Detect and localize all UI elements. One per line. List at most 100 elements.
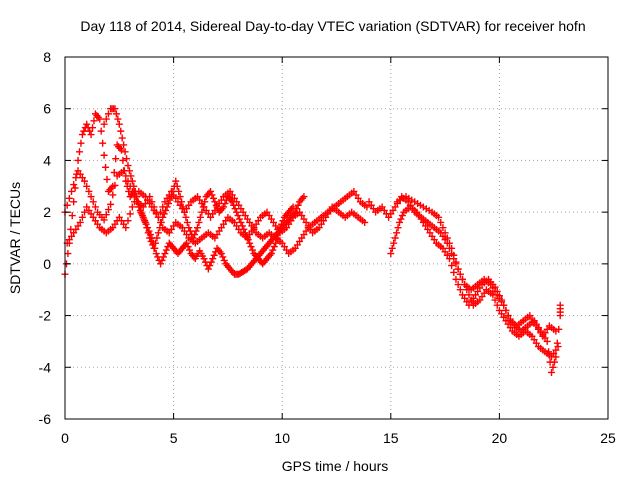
data-point <box>137 208 145 216</box>
data-point <box>391 234 399 242</box>
data-point <box>450 251 458 259</box>
data-point <box>387 250 395 258</box>
data-point <box>195 218 203 226</box>
data-point <box>118 134 126 142</box>
data-point <box>153 234 161 242</box>
data-point <box>454 281 462 289</box>
data-point <box>122 224 130 232</box>
data-point <box>273 234 281 242</box>
data-point <box>123 182 131 190</box>
grid-lines <box>65 57 608 419</box>
data-point <box>199 203 207 211</box>
data-point <box>445 255 453 263</box>
data-point <box>235 215 243 223</box>
x-tick-labels: 0 5 10 15 20 25 <box>61 430 616 446</box>
data-point <box>500 301 508 309</box>
data-point <box>192 227 200 235</box>
series-track-c <box>63 187 371 258</box>
data-point <box>83 120 91 128</box>
data-point <box>445 239 453 247</box>
data-point <box>75 148 83 156</box>
data-point <box>162 206 170 214</box>
data-point <box>458 275 466 283</box>
data-point <box>120 141 128 149</box>
data-point <box>136 203 144 211</box>
data-point <box>156 224 164 232</box>
data-point <box>196 213 204 221</box>
data-point <box>119 156 127 164</box>
data-point <box>99 139 107 147</box>
data-point <box>102 115 110 123</box>
data-point <box>73 170 81 178</box>
data-point <box>152 239 159 247</box>
data-point <box>185 224 193 232</box>
data-point <box>115 120 123 128</box>
x-tick-label: 15 <box>383 430 399 446</box>
data-point <box>89 198 97 206</box>
data-point <box>150 244 158 252</box>
data-point <box>456 270 464 278</box>
data-point <box>207 258 215 266</box>
data-point <box>390 239 398 247</box>
data-point <box>221 200 229 208</box>
data-point <box>141 218 149 226</box>
data-point <box>157 260 165 268</box>
data-point <box>361 218 369 226</box>
data-point <box>443 234 451 242</box>
data-point <box>167 193 175 201</box>
data-point <box>183 218 191 226</box>
data-point <box>549 363 557 371</box>
data-point <box>78 213 86 221</box>
data-point <box>180 208 188 216</box>
data-point <box>91 203 99 211</box>
data-point <box>124 217 132 225</box>
data-point <box>89 124 97 132</box>
data-point <box>289 203 297 211</box>
series-track-g <box>393 193 560 340</box>
data-point <box>249 246 257 254</box>
series-track-d <box>100 105 297 268</box>
data-point <box>162 246 170 254</box>
data-point <box>550 358 558 366</box>
data-point <box>70 198 78 206</box>
data-point <box>454 265 462 273</box>
x-tick-label: 0 <box>61 430 69 446</box>
data-point <box>491 296 499 304</box>
data-point <box>552 353 560 361</box>
data-point <box>294 201 302 209</box>
data-point <box>104 110 112 118</box>
y-tick-label: 6 <box>43 101 51 117</box>
data-point <box>556 301 564 309</box>
x-tick-label: 25 <box>600 430 616 446</box>
data-point <box>398 212 406 220</box>
data-point <box>100 151 108 159</box>
data-point <box>163 203 171 211</box>
series-track-e <box>365 193 562 361</box>
data-point <box>87 131 95 139</box>
data-point <box>178 198 186 206</box>
data-point <box>193 224 201 232</box>
data-point <box>111 105 119 113</box>
data-point <box>109 191 117 199</box>
plot-frame <box>64 56 609 420</box>
data-point <box>103 175 111 183</box>
data-point <box>130 182 138 190</box>
data-point <box>211 198 219 206</box>
data-point <box>209 255 217 263</box>
data-point <box>117 146 125 154</box>
data-point <box>154 229 162 237</box>
data-point <box>238 222 246 230</box>
data-point <box>209 194 217 202</box>
data-point <box>172 177 180 185</box>
data-point <box>201 198 209 206</box>
y-tick-label: 2 <box>43 204 51 220</box>
data-point <box>363 203 371 211</box>
data-point <box>448 262 456 270</box>
data-point <box>267 250 275 258</box>
y-axis-label: SDTVAR / TECUs <box>7 182 23 294</box>
data-point <box>179 203 187 211</box>
data-point <box>70 181 78 189</box>
data-points <box>61 105 564 376</box>
data-point <box>81 208 89 216</box>
